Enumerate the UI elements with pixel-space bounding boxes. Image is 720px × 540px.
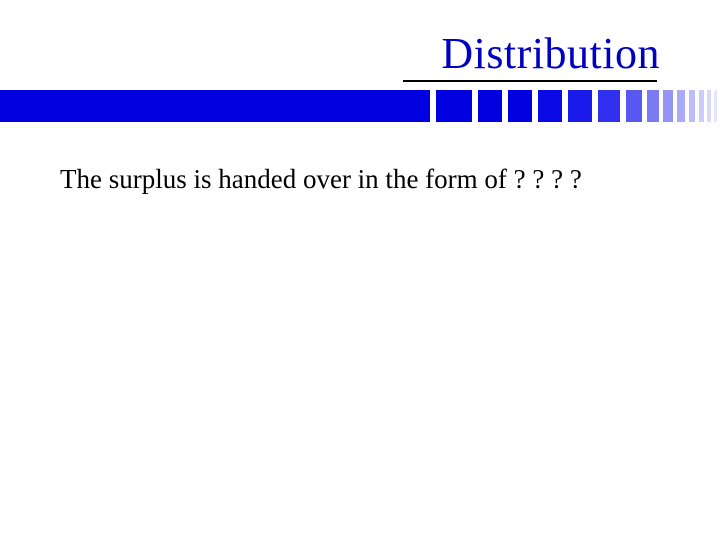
decor-segment bbox=[626, 90, 642, 122]
title-underline bbox=[403, 80, 657, 82]
slide-title: Distribution bbox=[441, 28, 660, 79]
slide: Distribution The surplus is handed over … bbox=[0, 0, 720, 540]
decor-segment bbox=[647, 90, 659, 122]
decor-segment bbox=[538, 90, 562, 122]
body-text: The surplus is handed over in the form o… bbox=[60, 164, 582, 195]
decor-segment bbox=[663, 90, 673, 122]
decor-segment bbox=[508, 90, 532, 122]
decor-segment bbox=[568, 90, 592, 122]
decor-segment bbox=[598, 90, 620, 122]
decor-segment bbox=[714, 90, 717, 122]
decor-segment bbox=[478, 90, 502, 122]
decorative-bar bbox=[0, 90, 720, 122]
decor-segment bbox=[0, 90, 430, 122]
decor-segment bbox=[436, 90, 472, 122]
decor-segment bbox=[677, 90, 685, 122]
